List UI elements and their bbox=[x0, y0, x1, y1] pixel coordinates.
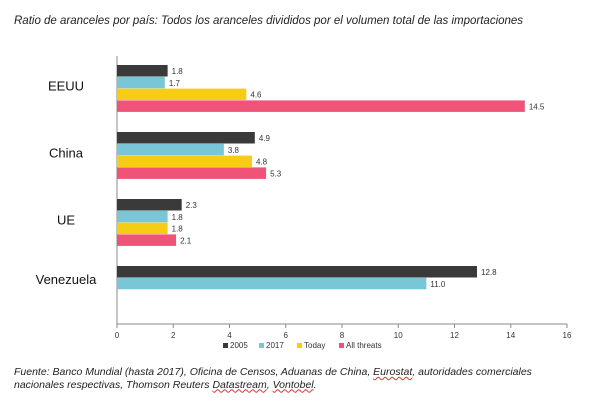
data-label: 11.0 bbox=[430, 280, 446, 289]
data-label: 2.1 bbox=[180, 236, 192, 245]
source-note: Fuente: Banco Mundial (hasta 2017), Ofic… bbox=[14, 366, 584, 391]
data-label: 1.7 bbox=[169, 79, 181, 88]
legend-label: All threats bbox=[346, 341, 382, 350]
bar bbox=[117, 222, 168, 235]
data-label: 2.3 bbox=[186, 201, 198, 210]
source-prefix: Fuente: Banco Mundial (hasta 2017), Ofic… bbox=[14, 366, 374, 378]
x-tick-label: 8 bbox=[340, 331, 345, 340]
bar bbox=[117, 143, 224, 156]
bar bbox=[117, 132, 255, 144]
bar bbox=[117, 199, 182, 211]
legend-swatch bbox=[339, 343, 344, 348]
legend-label: Today bbox=[304, 341, 325, 350]
data-label: 12.8 bbox=[481, 268, 497, 277]
x-tick-label: 6 bbox=[284, 331, 289, 340]
legend-swatch bbox=[297, 343, 302, 348]
chart-title: Ratio de aranceles por país: Todos los a… bbox=[14, 15, 524, 27]
bar bbox=[117, 167, 267, 179]
bar bbox=[117, 88, 247, 101]
bar bbox=[117, 277, 427, 290]
x-tick-label: 14 bbox=[506, 331, 515, 340]
x-tick-label: 12 bbox=[450, 331, 459, 340]
data-label: 1.8 bbox=[172, 225, 184, 234]
x-tick-label: 4 bbox=[227, 331, 232, 340]
category-label: EEUU bbox=[48, 79, 84, 94]
source-eurostat: Eurostat bbox=[373, 366, 413, 378]
legend-swatch bbox=[223, 343, 228, 348]
bar bbox=[117, 210, 168, 223]
source-vontobel: Vontobel bbox=[272, 378, 314, 391]
x-tick-label: 10 bbox=[394, 331, 403, 340]
source-end: . bbox=[313, 378, 317, 391]
source-middle: , autoridades comerciales nacionales res… bbox=[14, 366, 532, 391]
x-tick-label: 2 bbox=[171, 331, 176, 340]
data-label: 4.8 bbox=[256, 158, 268, 167]
data-label: 1.8 bbox=[172, 67, 184, 76]
bar bbox=[117, 76, 165, 89]
source-datastream: Datastream bbox=[212, 378, 267, 391]
legend-label: 2005 bbox=[230, 341, 248, 350]
data-label: 3.8 bbox=[228, 146, 240, 155]
category-label: UE bbox=[57, 213, 75, 228]
category-label: China bbox=[49, 146, 84, 161]
data-label: 5.3 bbox=[270, 169, 282, 178]
source-sep: , bbox=[266, 378, 273, 391]
x-tick-label: 0 bbox=[115, 331, 120, 340]
category-label: Venezuela bbox=[36, 272, 97, 287]
data-label: 4.9 bbox=[259, 134, 271, 143]
legend-label: 2017 bbox=[266, 341, 284, 350]
data-label: 1.8 bbox=[172, 213, 184, 222]
x-tick-label: 16 bbox=[563, 331, 572, 340]
bar bbox=[117, 155, 252, 168]
data-label: 4.6 bbox=[250, 91, 262, 100]
bar bbox=[117, 65, 168, 77]
bar bbox=[117, 266, 477, 278]
bar bbox=[117, 234, 177, 246]
data-label: 14.5 bbox=[529, 102, 545, 111]
bar bbox=[117, 100, 525, 112]
legend-swatch bbox=[259, 343, 264, 348]
